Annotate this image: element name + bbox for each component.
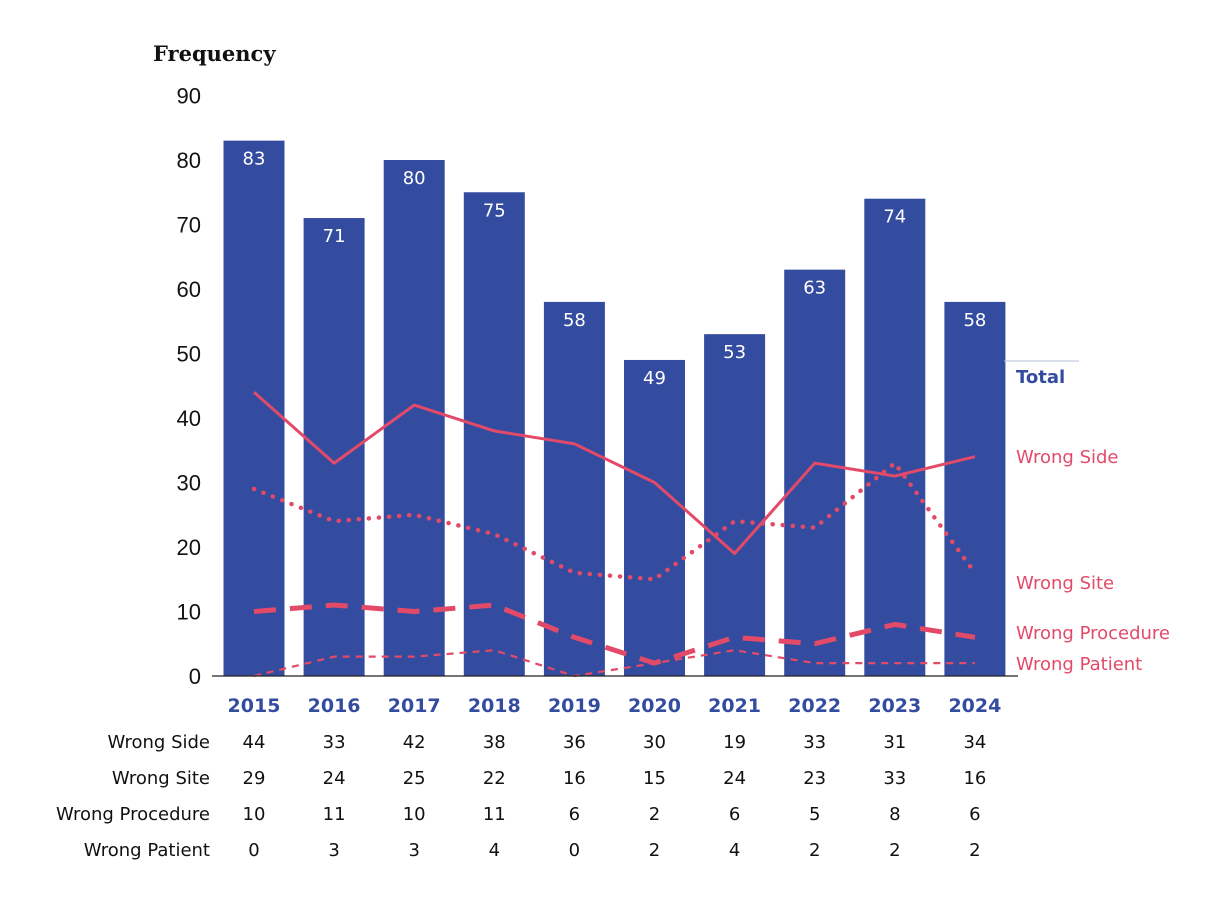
bar [383, 160, 445, 676]
table-cell: 0 [569, 840, 580, 861]
bar-value-label: 58 [563, 310, 586, 331]
bar [223, 140, 285, 676]
bar [944, 301, 1006, 676]
table-cell: 3 [328, 840, 339, 861]
table-cell: 0 [248, 840, 259, 861]
y-tick-label: 0 [189, 664, 201, 689]
y-tick-label: 30 [177, 471, 201, 496]
table-row-label: Wrong Procedure [56, 804, 210, 825]
bar-value-label: 49 [643, 368, 666, 389]
x-axis-ticks: 2015 2016 2017 2018 2019 2020 2021 2022 2023 2024 [228, 695, 1002, 717]
table-cell: 30 [643, 732, 666, 753]
x-tick-label: 2020 [628, 695, 681, 717]
table-cell: 34 [963, 732, 986, 753]
table-cell: 11 [483, 804, 506, 825]
x-tick-label: 2022 [788, 695, 841, 717]
table-cell: 31 [883, 732, 906, 753]
x-tick-label: 2024 [948, 695, 1001, 717]
table-cell: 19 [723, 732, 746, 753]
table-cell: 11 [323, 804, 346, 825]
x-tick-label: 2016 [308, 695, 361, 717]
bar [704, 334, 766, 676]
y-tick-label: 60 [177, 277, 201, 302]
bar-value-label: 75 [483, 200, 506, 221]
series-line-wrong-procedure [253, 602, 976, 666]
series-lines [251, 391, 978, 678]
y-tick-label: 50 [177, 342, 201, 367]
bar [784, 269, 846, 676]
table-cell: 5 [809, 804, 820, 825]
table-cell: 23 [803, 768, 826, 789]
bar-value-label: 53 [723, 342, 746, 363]
table-cell: 22 [483, 768, 506, 789]
table-cell: 6 [569, 804, 580, 825]
bar-value-label: 71 [323, 226, 346, 247]
table-cell: 8 [889, 804, 900, 825]
series-line-wrong-side [253, 391, 976, 555]
bar-value-label: 58 [963, 310, 986, 331]
table-cell: 16 [563, 768, 586, 789]
table-row-label: Wrong Patient [84, 840, 210, 861]
table-cell: 6 [969, 804, 980, 825]
y-tick-label: 80 [177, 148, 201, 173]
bars [223, 140, 1006, 677]
y-axis-ticks: 0 10 20 30 40 50 60 70 80 90 [177, 84, 201, 690]
y-tick-label: 20 [177, 535, 201, 560]
bar-value-label: 83 [243, 149, 266, 170]
bar-value-label: 80 [403, 168, 426, 189]
table-cell: 3 [408, 840, 419, 861]
table-cell: 24 [323, 768, 346, 789]
x-tick-label: 2018 [468, 695, 521, 717]
table-cell: 33 [803, 732, 826, 753]
table-cell: 36 [563, 732, 586, 753]
table-cell: 16 [963, 768, 986, 789]
series-line-wrong-patient [253, 649, 975, 678]
x-tick-label: 2023 [868, 695, 921, 717]
table-cell: 6 [729, 804, 740, 825]
series-label: Wrong Patient [1016, 654, 1142, 675]
bar-value-labels: 83 71 80 75 58 49 53 63 74 58 [243, 149, 987, 389]
bar [543, 301, 605, 676]
table-cell: 2 [649, 804, 660, 825]
x-tick-label: 2021 [708, 695, 761, 717]
table-cell: 4 [489, 840, 500, 861]
table-cell: 2 [649, 840, 660, 861]
table-cell: 2 [889, 840, 900, 861]
x-tick-label: 2017 [388, 695, 441, 717]
series-labels: Total Wrong Side Wrong Site Wrong Procedure… [1016, 367, 1170, 675]
table-cell: 38 [483, 732, 506, 753]
table-cell: 33 [883, 768, 906, 789]
y-tick-label: 40 [177, 406, 201, 431]
y-tick-label: 90 [177, 84, 201, 109]
table-cell: 33 [323, 732, 346, 753]
series-label: Wrong Procedure [1016, 623, 1170, 644]
x-tick-label: 2019 [548, 695, 601, 717]
x-tick-label: 2015 [228, 695, 281, 717]
series-label: Wrong Side [1016, 447, 1119, 468]
table-cell: 15 [643, 768, 666, 789]
series-label-total: Total [1016, 367, 1065, 388]
y-tick-label: 70 [177, 213, 201, 238]
bar [864, 198, 926, 676]
table-row-label: Wrong Site [112, 768, 210, 789]
bar [624, 359, 685, 676]
table-cell: 24 [723, 768, 746, 789]
table-cell: 10 [403, 804, 426, 825]
table-cell: 2 [969, 840, 980, 861]
table-cell: 29 [243, 768, 266, 789]
bar-value-label: 63 [803, 278, 826, 299]
table-cell: 42 [403, 732, 426, 753]
series-label: Wrong Site [1016, 573, 1114, 594]
table-row-label: Wrong Side [108, 732, 211, 753]
table-cell: 44 [243, 732, 266, 753]
bar-value-label: 74 [883, 207, 906, 228]
table-cell: 25 [403, 768, 426, 789]
table-cell: 10 [243, 804, 266, 825]
table-cell: 2 [809, 840, 820, 861]
y-tick-label: 10 [177, 600, 201, 625]
table-cell: 4 [729, 840, 740, 861]
y-axis-title: Frequency [153, 41, 276, 66]
